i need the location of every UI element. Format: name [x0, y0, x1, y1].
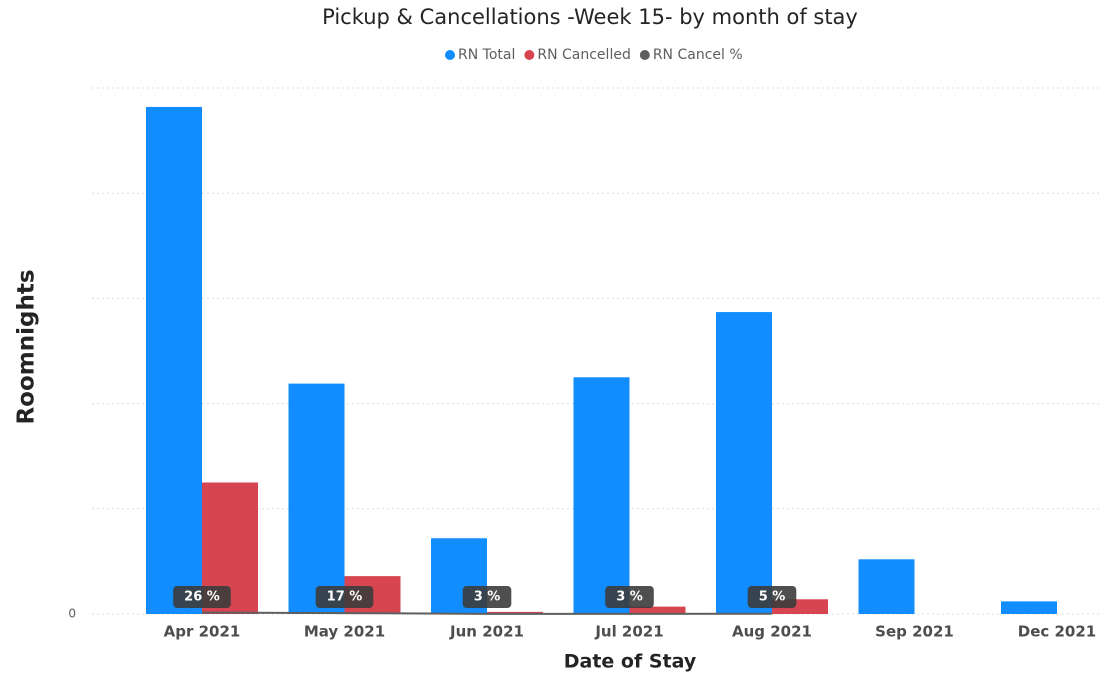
data-label-text: 17 % [327, 590, 363, 605]
x-tick-label: Apr 2021 [164, 623, 241, 641]
legend-marker [524, 50, 535, 60]
data-label: 17 % [315, 586, 374, 608]
data-label-text: 26 % [184, 590, 220, 605]
legend-marker [639, 50, 650, 60]
bar [573, 377, 630, 614]
y-axis-title: Roomnights [14, 269, 40, 424]
data-label: 5 % [747, 586, 797, 608]
x-tick-label: Aug 2021 [732, 623, 812, 641]
x-tick-label: Dec 2021 [1018, 623, 1097, 641]
x-tick-label: Jun 2021 [449, 623, 524, 641]
data-label: 3 % [605, 586, 654, 608]
data-label-box [315, 586, 374, 608]
data-label-box [462, 586, 512, 608]
bar [1001, 601, 1057, 614]
legend-label: RN Cancelled [537, 47, 630, 63]
data-label-text: 3 % [474, 590, 501, 605]
data-label-box [605, 586, 654, 608]
data-label-text: 5 % [759, 590, 786, 605]
legend-label: RN Total [458, 47, 515, 63]
y-tick-label: 0 [68, 607, 76, 621]
bar [146, 106, 202, 614]
bar [716, 312, 772, 614]
legend-label: RN Cancel % [653, 47, 743, 63]
x-tick-label: Sep 2021 [875, 623, 954, 641]
data-label: 26 % [173, 586, 231, 608]
data-label-box [747, 586, 797, 608]
chart-title: Pickup & Cancellations -Week 15- by mont… [322, 5, 858, 29]
data-label-box [173, 586, 231, 608]
line [201, 611, 773, 615]
bar [288, 383, 345, 614]
x-tick-label: Jul 2021 [594, 623, 663, 641]
data-label-text: 3 % [616, 590, 643, 605]
bar [629, 606, 686, 614]
data-label: 3 % [462, 586, 512, 608]
x-axis-title: Date of Stay [564, 651, 697, 673]
bar [858, 559, 915, 614]
x-tick-label: May 2021 [304, 623, 385, 641]
legend-marker [445, 50, 455, 60]
